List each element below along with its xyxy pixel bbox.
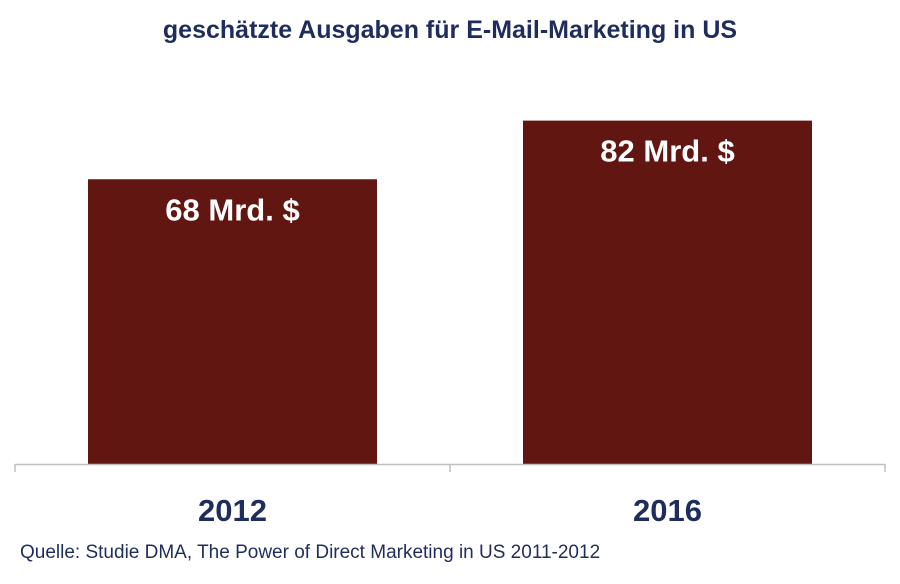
x-axis [14, 463, 886, 472]
bar-2016 [523, 120, 812, 464]
bars-layer [88, 120, 812, 464]
source-note: Quelle: Studie DMA, The Power of Direct … [20, 542, 601, 563]
bar-2012 [88, 179, 377, 464]
chart-title: geschätzte Ausgaben für E-Mail-Marketing… [162, 16, 738, 44]
labels-layer: 68 Mrd. $ 2012 82 Mrd. $ 2016 [165, 134, 734, 528]
x-tick-label-2016: 2016 [633, 493, 702, 528]
data-label-2016: 82 Mrd. $ [600, 134, 734, 169]
x-tick-label-2012: 2012 [198, 493, 267, 528]
data-label-2012: 68 Mrd. $ [165, 192, 299, 227]
